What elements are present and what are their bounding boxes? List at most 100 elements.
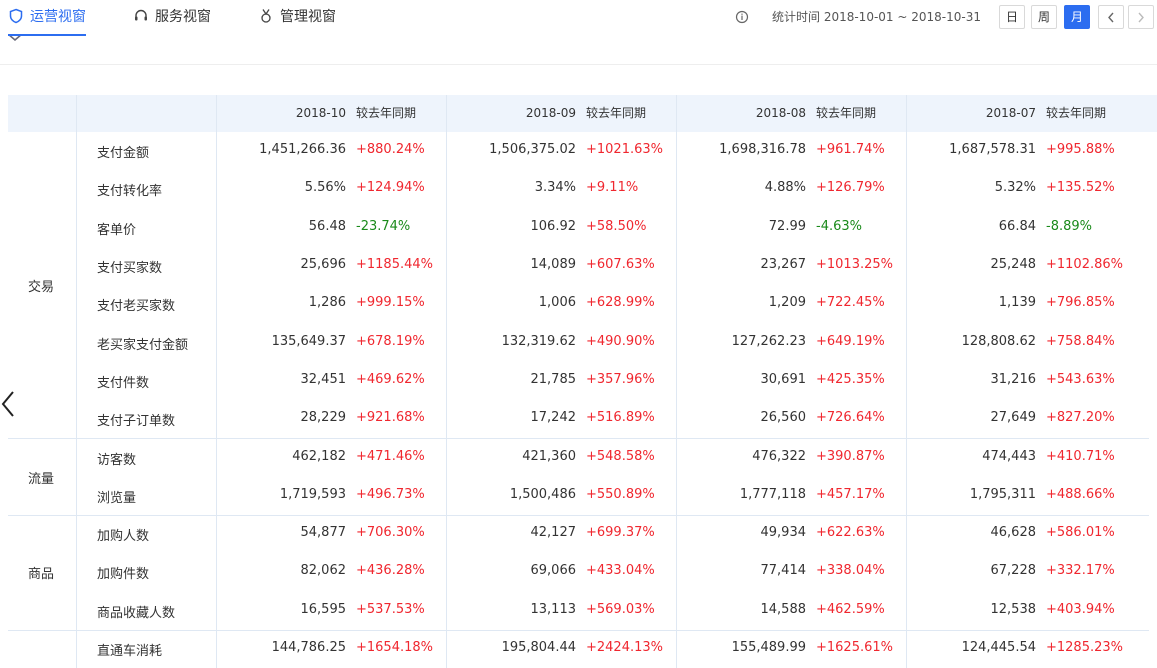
cell-yoy-change: +410.71% [1046, 448, 1115, 464]
cell-value: 135,649.37 [271, 333, 346, 349]
cell-yoy-change: +496.73% [356, 486, 425, 502]
info-icon[interactable] [735, 10, 749, 24]
metric-label: 商品收藏人数 [97, 605, 176, 621]
cell-value: 28,229 [300, 410, 347, 426]
cell-yoy-change: +921.68% [356, 410, 425, 426]
cell-yoy-change: +471.46% [356, 448, 425, 464]
table-header: 2018-10 较去年同期 2018-09 较去年同期 2018-08 较去年同期 2018… [8, 95, 1157, 132]
cell-value: 1,795,311 [969, 486, 1036, 502]
cell-yoy-change: +1013.25% [816, 257, 894, 273]
cell-yoy-change: +1654.18% [356, 640, 434, 656]
column-divider [216, 95, 217, 668]
cell-value: 1,451,266.36 [259, 142, 346, 158]
cell-yoy-change: +390.87% [816, 448, 885, 464]
cell-yoy-change: +436.28% [356, 563, 425, 579]
column-divider [446, 95, 447, 668]
tab-label: 服务视窗 [155, 9, 211, 25]
next-period-button[interactable] [1128, 5, 1154, 29]
cell-yoy-change: +332.17% [1046, 563, 1115, 579]
period-month-button[interactable]: 月 [1064, 5, 1090, 29]
chevron-left-icon[interactable] [0, 390, 16, 418]
cell-value: 144,786.25 [271, 640, 346, 656]
column-divider [676, 95, 677, 668]
cell-value: 5.32% [994, 180, 1036, 196]
cell-value: 128,808.62 [961, 333, 1036, 349]
group-label: 商品 [28, 567, 55, 583]
period-day-button[interactable]: 日 [999, 5, 1025, 29]
metric-label: 支付件数 [97, 375, 150, 391]
metric-label: 支付老买家数 [97, 299, 176, 315]
cell-value: 1,139 [998, 295, 1036, 311]
tab-label: 运营视窗 [30, 9, 86, 25]
section-icon [9, 36, 21, 42]
cell-value: 14,089 [530, 257, 577, 273]
cell-yoy-change: +124.94% [356, 180, 425, 196]
cell-yoy-change: +126.79% [816, 180, 885, 196]
cell-value: 27,649 [990, 410, 1037, 426]
metric-label: 支付转化率 [97, 184, 163, 200]
scrolled-section-header [0, 36, 1157, 65]
cell-value: 3.34% [534, 180, 576, 196]
cell-value: 72.99 [768, 218, 806, 234]
cell-value: 21,785 [530, 371, 577, 387]
cell-yoy-change: +550.89% [586, 486, 655, 502]
cell-yoy-change: +135.52% [1046, 180, 1115, 196]
cell-yoy-change: +758.84% [1046, 333, 1115, 349]
cell-yoy-change: +622.63% [816, 525, 885, 541]
cell-value: 54,877 [300, 525, 347, 541]
cell-value: 25,248 [990, 257, 1037, 273]
metric-label: 直通车消耗 [97, 644, 163, 660]
shield-icon [8, 3, 24, 24]
column-yoy-label: 较去年同期 [356, 106, 417, 120]
tab-service-view[interactable]: 服务视窗 [133, 0, 211, 34]
column-period-label: 2018-08 [755, 106, 806, 120]
column-period-label: 2018-07 [985, 106, 1036, 120]
tab-operations-view[interactable]: 运营视窗 [8, 0, 86, 36]
column-yoy-label: 较去年同期 [586, 106, 647, 120]
cell-yoy-change: +796.85% [1046, 295, 1115, 311]
cell-value: 476,322 [752, 448, 806, 464]
period-week-button[interactable]: 周 [1031, 5, 1057, 29]
cell-value: 31,216 [990, 371, 1037, 387]
cell-yoy-change: +58.50% [586, 218, 647, 234]
cell-value: 5.56% [304, 180, 346, 196]
cell-value: 13,113 [530, 601, 577, 617]
cell-value: 462,182 [292, 448, 346, 464]
cell-yoy-change: +2424.13% [586, 640, 664, 656]
cell-yoy-change: +516.89% [586, 410, 655, 426]
headset-icon [133, 3, 149, 21]
cell-value: 23,267 [760, 257, 807, 273]
stat-time-range: 统计时间 2018-10-01 ~ 2018-10-31 [772, 10, 981, 24]
cell-value: 82,062 [300, 563, 347, 579]
cell-yoy-change: -8.89% [1046, 218, 1092, 234]
column-period-label: 2018-09 [525, 106, 576, 120]
prev-period-button[interactable] [1098, 5, 1124, 29]
cell-yoy-change: +1285.23% [1046, 640, 1124, 656]
cell-yoy-change: +678.19% [356, 333, 425, 349]
metric-label: 加购人数 [97, 529, 150, 545]
medal-icon [258, 3, 274, 23]
cell-value: 1,687,578.31 [949, 142, 1036, 158]
tab-management-view[interactable]: 管理视窗 [258, 0, 336, 34]
cell-yoy-change: +827.20% [1046, 410, 1115, 426]
cell-value: 421,360 [522, 448, 576, 464]
cell-value: 25,696 [300, 257, 347, 273]
column-period-label: 2018-10 [295, 106, 346, 120]
cell-value: 474,443 [982, 448, 1036, 464]
cell-value: 1,006 [538, 295, 576, 311]
column-yoy-label: 较去年同期 [816, 106, 877, 120]
cell-yoy-change: +403.94% [1046, 601, 1115, 617]
top-navigation-bar: 运营视窗 服务视窗 管理视窗 统计时间 2018-10-01 ~ 2018-10… [0, 0, 1157, 36]
metric-label: 加购件数 [97, 567, 150, 583]
cell-yoy-change: -23.74% [356, 218, 411, 234]
cell-yoy-change: +706.30% [356, 525, 425, 541]
metric-label: 支付金额 [97, 146, 150, 162]
cell-value: 155,489.99 [731, 640, 806, 656]
cell-value: 56.48 [308, 218, 346, 234]
cell-yoy-change: +1185.44% [356, 257, 434, 273]
cell-yoy-change: +543.63% [1046, 371, 1115, 387]
cell-value: 106.92 [530, 218, 577, 234]
cell-yoy-change: -4.63% [816, 218, 862, 234]
chevron-left-icon [1108, 12, 1114, 23]
cell-yoy-change: +425.35% [816, 371, 885, 387]
